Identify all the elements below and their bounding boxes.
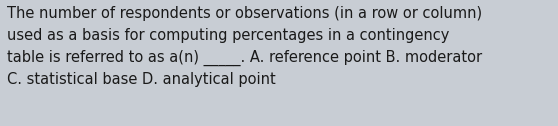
Text: The number of respondents or observations (in a row or column)
used as a basis f: The number of respondents or observation… <box>7 6 482 87</box>
